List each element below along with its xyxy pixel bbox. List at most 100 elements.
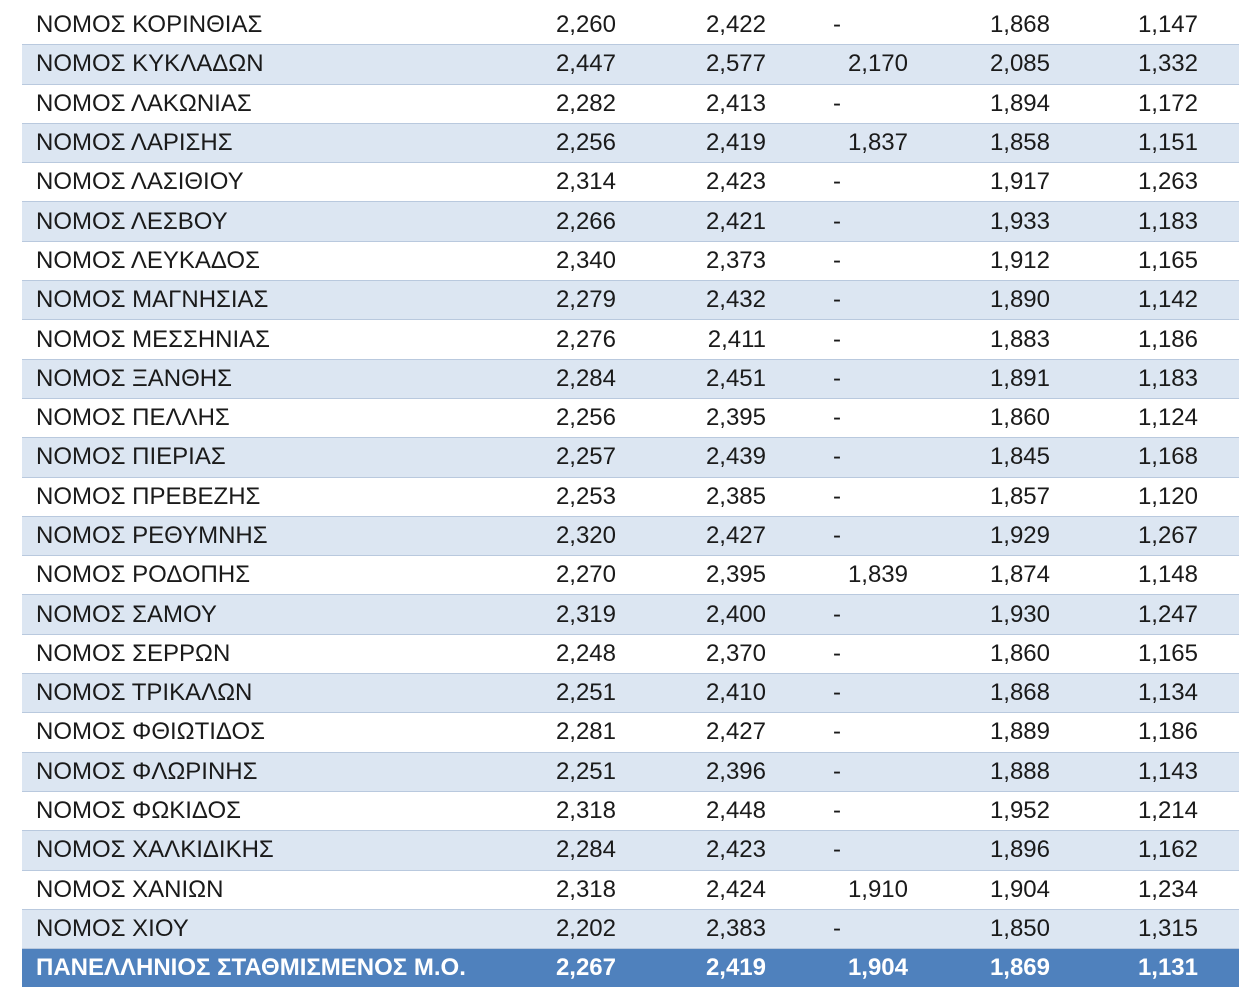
national-average-row: ΠΑΝΕΛΛΗΝΙΟΣ ΣΤΑΘΜΙΣΜΕΝΟΣ Μ.Ο. 2,267 2,41… [22,948,1239,988]
spacer-cell [1198,948,1239,988]
price-cell: 2,314 [520,162,616,203]
price-cell: 1,883 [908,319,1050,360]
price-cell: 2,253 [520,477,616,517]
spacer-cell [1198,437,1239,478]
prefecture-name: ΝΟΜΟΣ ΠΕΛΛΗΣ [22,398,520,439]
price-cell: 2,427 [616,712,766,753]
price-cell: 2,422 [616,6,766,46]
price-cell: 2,396 [616,752,766,792]
spacer-cell [1198,123,1239,164]
price-cell: 1,120 [1050,477,1198,517]
table-row: ΝΟΜΟΣ ΞΑΝΘΗΣ 2,284 2,451 - 1,891 1,183 [22,359,1239,399]
price-cell: 1,839 [766,555,908,596]
spacer-cell [1198,477,1239,517]
price-cell: 1,143 [1050,752,1198,792]
price-cell: - [766,830,908,871]
price-cell: 2,248 [520,634,616,675]
spacer-cell [1198,752,1239,792]
prefecture-name: ΝΟΜΟΣ ΛΑΣΙΘΙΟΥ [22,162,520,203]
price-cell: - [766,241,908,282]
price-cell: 1,168 [1050,437,1198,478]
price-cell: 2,251 [520,673,616,714]
price-cell: 1,894 [908,84,1050,124]
prefecture-name: ΝΟΜΟΣ ΜΑΓΝΗΣΙΑΣ [22,280,520,321]
price-cell: 1,165 [1050,241,1198,282]
price-cell: 2,279 [520,280,616,321]
spacer-cell [1198,6,1239,46]
price-cell: 1,214 [1050,791,1198,832]
price-cell: 1,904 [908,870,1050,910]
spacer-cell [1198,634,1239,675]
spacer-cell [1198,84,1239,124]
price-cell: 1,172 [1050,84,1198,124]
price-cell: 2,281 [520,712,616,753]
prefecture-name: ΝΟΜΟΣ ΧΑΝΙΩΝ [22,870,520,910]
spacer-cell [1198,791,1239,832]
price-cell: 2,266 [520,201,616,242]
price-cell: 1,930 [908,594,1050,635]
national-average-label: ΠΑΝΕΛΛΗΝΙΟΣ ΣΤΑΘΜΙΣΜΕΝΟΣ Μ.Ο. [22,948,520,988]
price-cell: 2,448 [616,791,766,832]
spacer-cell [1198,516,1239,557]
price-cell: - [766,201,908,242]
price-cell: - [766,477,908,517]
prefecture-name: ΝΟΜΟΣ ΣΕΡΡΩΝ [22,634,520,675]
prefecture-name: ΝΟΜΟΣ ΦΛΩΡΙΝΗΣ [22,752,520,792]
price-cell: 1,933 [908,201,1050,242]
price-cell: 2,284 [520,830,616,871]
price-cell: 2,410 [616,673,766,714]
price-cell: 2,451 [616,359,766,399]
prefecture-name: ΝΟΜΟΣ ΜΕΣΣΗΝΙΑΣ [22,319,520,360]
average-price-cell: 2,419 [616,948,766,988]
price-cell: 2,400 [616,594,766,635]
spacer-cell [1198,870,1239,910]
prefecture-name: ΝΟΜΟΣ ΚΟΡΙΝΘΙΑΣ [22,6,520,46]
price-cell: 1,896 [908,830,1050,871]
price-cell: 2,383 [616,909,766,950]
price-cell: 2,447 [520,44,616,85]
price-cell: 1,860 [908,634,1050,675]
prefecture-name: ΝΟΜΟΣ ΚΥΚΛΑΔΩΝ [22,44,520,85]
table-row: ΝΟΜΟΣ ΡΟΔΟΠΗΣ 2,270 2,395 1,839 1,874 1,… [22,555,1239,596]
price-cell: 2,395 [616,555,766,596]
price-cell: 1,889 [908,712,1050,753]
price-cell: 2,411 [616,319,766,360]
fuel-price-table: ΝΟΜΟΣ ΚΟΡΙΝΘΙΑΣ 2,260 2,422 - 1,868 1,14… [22,6,1239,988]
price-cell: 2,395 [616,398,766,439]
spacer-cell [1198,673,1239,714]
price-cell: - [766,437,908,478]
price-cell: 2,340 [520,241,616,282]
spacer-cell [1198,398,1239,439]
table-row: ΝΟΜΟΣ ΠΕΛΛΗΣ 2,256 2,395 - 1,860 1,124 [22,398,1239,439]
table-row: ΝΟΜΟΣ ΚΟΡΙΝΘΙΑΣ 2,260 2,422 - 1,868 1,14… [22,6,1239,46]
price-cell: - [766,791,908,832]
price-cell: 2,373 [616,241,766,282]
price-cell: 2,282 [520,84,616,124]
prefecture-name: ΝΟΜΟΣ ΡΟΔΟΠΗΣ [22,555,520,596]
average-price-cell: 1,869 [908,948,1050,988]
price-cell: 1,917 [908,162,1050,203]
spacer-cell [1198,280,1239,321]
table-row: ΝΟΜΟΣ ΛΕΥΚΑΔΟΣ 2,340 2,373 - 1,912 1,165 [22,241,1239,282]
price-cell: - [766,594,908,635]
price-cell: 2,421 [616,201,766,242]
price-cell: 1,142 [1050,280,1198,321]
price-cell: 1,837 [766,123,908,164]
price-cell: 2,385 [616,477,766,517]
table-row: ΝΟΜΟΣ ΤΡΙΚΑΛΩΝ 2,251 2,410 - 1,868 1,134 [22,673,1239,714]
price-cell: 2,424 [616,870,766,910]
price-cell: 2,432 [616,280,766,321]
spacer-cell [1198,594,1239,635]
price-cell: 2,370 [616,634,766,675]
table-row: ΝΟΜΟΣ ΠΡΕΒΕΖΗΣ 2,253 2,385 - 1,857 1,120 [22,477,1239,517]
table-row: ΝΟΜΟΣ ΛΑΡΙΣΗΣ 2,256 2,419 1,837 1,858 1,… [22,123,1239,164]
price-cell: - [766,280,908,321]
price-cell: 1,860 [908,398,1050,439]
price-cell: 1,183 [1050,201,1198,242]
price-cell: - [766,84,908,124]
prefecture-name: ΝΟΜΟΣ ΤΡΙΚΑΛΩΝ [22,673,520,714]
prefecture-name: ΝΟΜΟΣ ΛΕΣΒΟΥ [22,201,520,242]
price-cell: 2,276 [520,319,616,360]
price-cell: - [766,752,908,792]
